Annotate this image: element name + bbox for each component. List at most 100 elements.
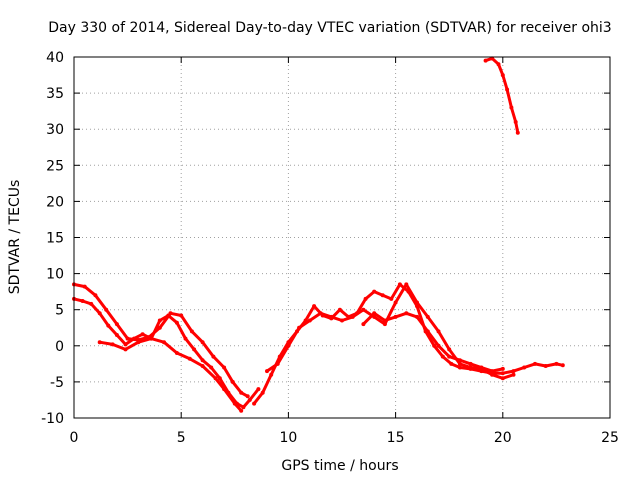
data-point bbox=[157, 318, 162, 323]
data-point bbox=[275, 361, 280, 366]
data-point bbox=[543, 364, 548, 368]
data-point bbox=[496, 62, 501, 67]
data-point bbox=[123, 347, 128, 352]
series-track-a bbox=[72, 297, 260, 409]
series-layer bbox=[72, 56, 565, 413]
y-axis-label: SDTVAR / TECUs bbox=[7, 180, 23, 295]
data-point bbox=[500, 366, 505, 371]
data-point bbox=[307, 318, 312, 323]
series-track-g bbox=[484, 56, 520, 135]
y-tick-label: 10 bbox=[46, 267, 64, 283]
data-point bbox=[256, 387, 261, 392]
data-point bbox=[174, 351, 179, 355]
y-tick-label: 40 bbox=[46, 50, 64, 66]
data-point bbox=[533, 361, 537, 366]
data-point bbox=[93, 293, 98, 298]
data-point bbox=[123, 342, 128, 347]
data-point bbox=[230, 379, 235, 384]
data-point bbox=[162, 340, 166, 345]
data-point bbox=[157, 325, 162, 330]
data-point bbox=[114, 322, 119, 327]
data-point bbox=[382, 322, 387, 327]
y-tick-label: 35 bbox=[46, 86, 64, 102]
data-point bbox=[97, 311, 102, 316]
x-tick-label: 0 bbox=[70, 430, 79, 446]
data-point bbox=[468, 365, 473, 370]
x-tick-label: 15 bbox=[387, 430, 405, 446]
data-point bbox=[372, 289, 377, 294]
data-point bbox=[372, 311, 377, 316]
data-point bbox=[415, 300, 419, 305]
data-point bbox=[209, 365, 214, 370]
data-point bbox=[361, 307, 366, 312]
data-point bbox=[500, 371, 505, 376]
data-point bbox=[217, 376, 222, 381]
data-point bbox=[447, 347, 452, 352]
data-point bbox=[436, 329, 441, 334]
data-point bbox=[505, 87, 510, 92]
data-point bbox=[425, 329, 430, 334]
data-point bbox=[318, 311, 323, 316]
series-track-c bbox=[98, 337, 243, 413]
x-tick-label: 20 bbox=[494, 430, 512, 446]
data-point bbox=[232, 401, 237, 406]
data-point bbox=[490, 369, 495, 374]
data-point bbox=[380, 293, 385, 298]
data-point bbox=[114, 333, 119, 337]
data-point bbox=[106, 323, 111, 328]
data-point bbox=[511, 372, 516, 377]
data-point bbox=[241, 405, 246, 410]
data-point bbox=[361, 322, 366, 327]
data-point bbox=[179, 313, 184, 318]
data-point bbox=[432, 343, 437, 348]
data-point bbox=[312, 304, 317, 309]
x-tick-label: 10 bbox=[279, 430, 297, 446]
data-point bbox=[140, 332, 145, 337]
tick-labels: 0 5 10 15 20 25 -10 -5 0 5 10 15 20 25 30 35 40 bbox=[41, 50, 619, 446]
data-point bbox=[468, 361, 473, 366]
data-point bbox=[382, 318, 387, 323]
data-point bbox=[149, 336, 154, 341]
data-point bbox=[222, 387, 227, 392]
series-track-b bbox=[72, 282, 250, 398]
data-point bbox=[222, 365, 227, 370]
data-point bbox=[187, 356, 192, 361]
data-point bbox=[457, 365, 462, 370]
data-point bbox=[269, 372, 274, 377]
y-tick-label: -10 bbox=[41, 411, 64, 427]
data-point bbox=[500, 73, 505, 78]
data-point bbox=[337, 307, 342, 312]
data-point bbox=[265, 369, 269, 374]
chart-title: Day 330 of 2014, Sidereal Day-to-day VTE… bbox=[48, 20, 611, 36]
grid bbox=[73, 56, 611, 419]
data-point bbox=[397, 282, 402, 287]
data-point bbox=[183, 336, 188, 341]
data-point bbox=[449, 361, 454, 366]
data-point bbox=[404, 282, 409, 287]
y-tick-label: 0 bbox=[55, 339, 64, 355]
data-point bbox=[513, 120, 518, 124]
data-point bbox=[80, 299, 85, 303]
data-point bbox=[245, 394, 250, 399]
series-track-d bbox=[252, 282, 565, 406]
data-point bbox=[89, 301, 94, 306]
data-point bbox=[168, 311, 173, 316]
data-point bbox=[297, 325, 302, 330]
data-point bbox=[560, 363, 565, 368]
y-tick-label: 5 bbox=[55, 303, 64, 319]
data-point bbox=[82, 284, 87, 289]
y-tick-label: 20 bbox=[46, 194, 64, 210]
data-point bbox=[239, 408, 244, 413]
data-point bbox=[425, 314, 430, 319]
data-point bbox=[393, 314, 398, 319]
data-point bbox=[363, 296, 368, 301]
data-point bbox=[515, 130, 520, 135]
data-point bbox=[457, 361, 462, 366]
plot-frame bbox=[73, 56, 611, 419]
data-point bbox=[490, 372, 495, 377]
data-point bbox=[211, 354, 216, 359]
data-point bbox=[252, 401, 257, 406]
data-point bbox=[260, 390, 265, 395]
data-point bbox=[554, 361, 559, 366]
